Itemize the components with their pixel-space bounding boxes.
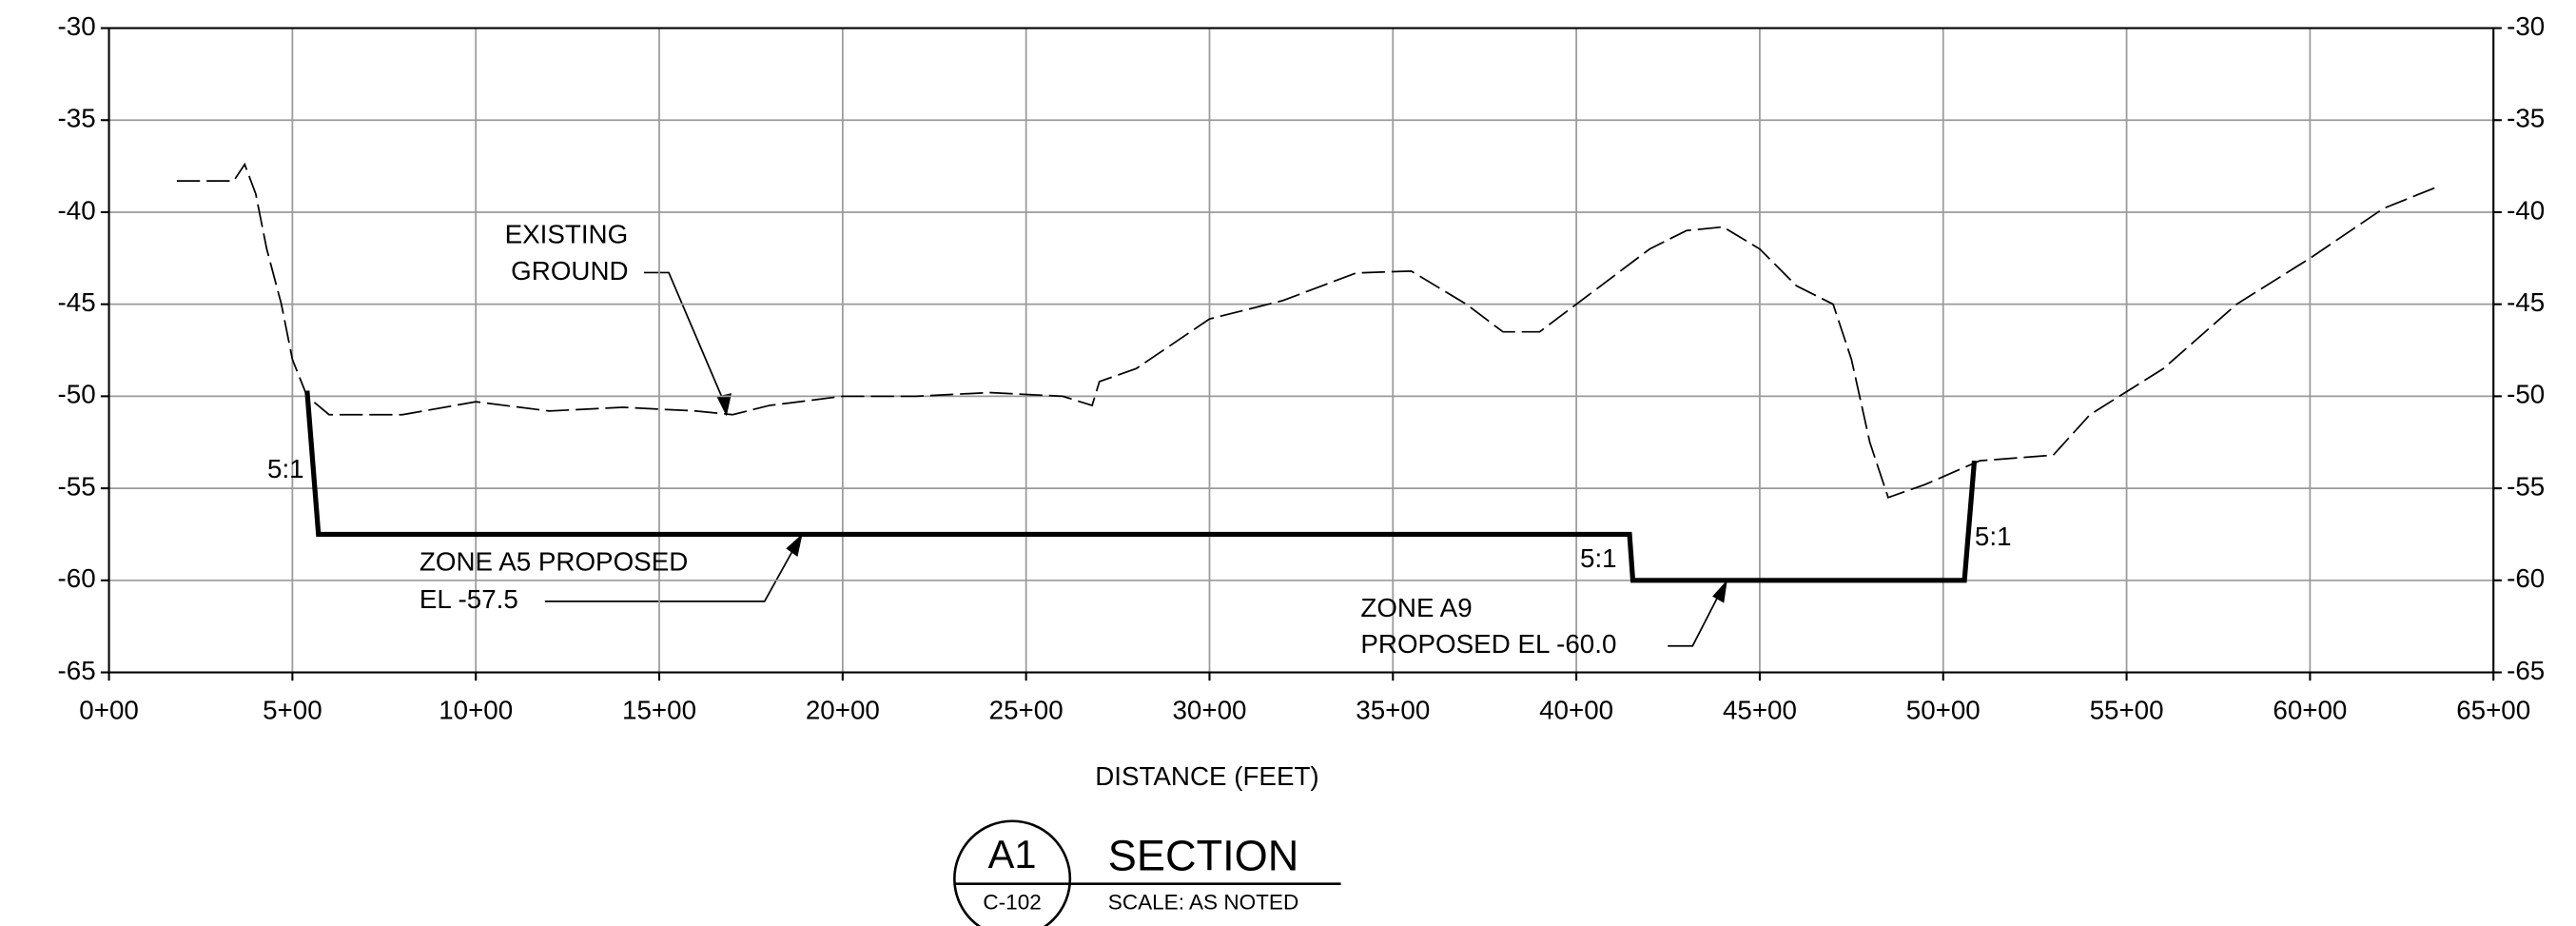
plot-frame bbox=[107, 27, 2495, 674]
y2-tick-label: -60 bbox=[2507, 563, 2545, 593]
x-tick-label: 35+00 bbox=[1356, 696, 1430, 725]
x-tick-label: 15+00 bbox=[622, 696, 696, 725]
leader bbox=[1668, 587, 1724, 647]
scale-note: SCALE: AS NOTED bbox=[1108, 891, 1298, 915]
annotation: EXISTING bbox=[505, 220, 629, 249]
y-tick-label: -45 bbox=[58, 287, 96, 317]
y-tick-label: -50 bbox=[58, 380, 96, 409]
y-tick-label: -55 bbox=[58, 471, 96, 501]
arrow-head bbox=[1712, 580, 1727, 603]
proposed-grade-line bbox=[304, 390, 1978, 583]
x-tick-label: 5+00 bbox=[263, 696, 322, 725]
y2-tick-label: -30 bbox=[2507, 11, 2545, 41]
x-tick-label: 25+00 bbox=[989, 696, 1064, 725]
y-tick-label: -30 bbox=[58, 11, 96, 41]
arrow-head bbox=[786, 533, 803, 558]
annotation: EL -57.5 bbox=[420, 584, 518, 614]
leader bbox=[644, 271, 728, 409]
y2-tick-label: -50 bbox=[2507, 380, 2545, 409]
annotation: 5:1 bbox=[1975, 522, 2012, 551]
x-tick-label: 30+00 bbox=[1172, 696, 1246, 725]
annotation: 5:1 bbox=[267, 454, 304, 483]
x-tick-label: 50+00 bbox=[1906, 696, 1981, 725]
annotation: 5:1 bbox=[1580, 543, 1617, 573]
arrow-head bbox=[716, 393, 732, 417]
y-tick-label: -60 bbox=[58, 563, 96, 593]
x-tick-label: 60+00 bbox=[2273, 696, 2347, 725]
x-tick-label: 45+00 bbox=[1723, 696, 1797, 725]
sheet-number: C-102 bbox=[983, 891, 1041, 915]
y-tick-label: -35 bbox=[58, 104, 96, 133]
title-circle bbox=[953, 819, 1072, 926]
annotation: PROPOSED EL -60.0 bbox=[1360, 629, 1616, 659]
x-tick-label: 20+00 bbox=[806, 696, 880, 725]
annotation: ZONE A9 bbox=[1360, 593, 1472, 622]
detail-number: A1 bbox=[988, 832, 1037, 877]
annotation: ZONE A5 PROPOSED bbox=[420, 546, 688, 576]
y2-tick-label: -40 bbox=[2507, 195, 2545, 225]
x-tick-label: 10+00 bbox=[439, 696, 513, 725]
x-tick-label: 65+00 bbox=[2456, 696, 2530, 725]
leader bbox=[544, 541, 799, 602]
y-tick-label: -40 bbox=[58, 195, 96, 225]
y2-tick-label: -45 bbox=[2507, 287, 2545, 317]
section-title: SECTION bbox=[1108, 832, 1299, 880]
y-tick-label: -65 bbox=[58, 656, 96, 685]
existing-ground-line bbox=[176, 162, 2439, 499]
x-tick-label: 0+00 bbox=[79, 696, 139, 725]
y2-tick-label: -35 bbox=[2507, 104, 2545, 133]
y2-tick-label: -55 bbox=[2507, 471, 2545, 501]
annotation: GROUND bbox=[511, 256, 628, 286]
y2-tick-label: -65 bbox=[2507, 656, 2545, 685]
x-axis-label: DISTANCE (FEET) bbox=[1095, 761, 1319, 791]
x-tick-label: 40+00 bbox=[1539, 696, 1613, 725]
x-tick-label: 55+00 bbox=[2090, 696, 2164, 725]
